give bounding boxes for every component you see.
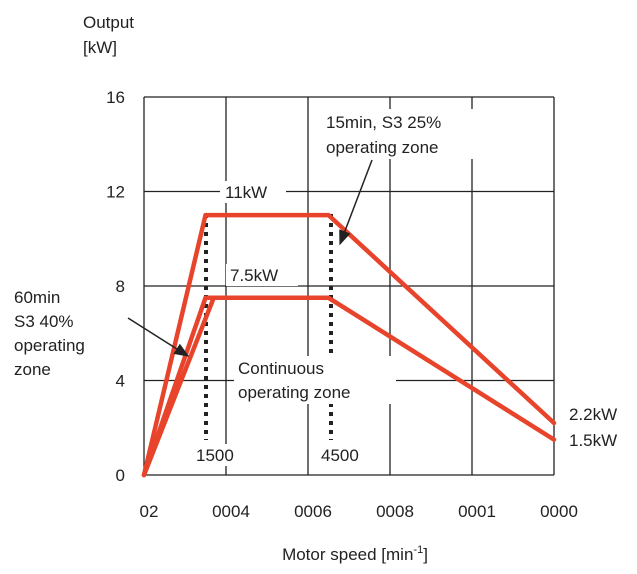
- x-tick-label: 02: [140, 502, 159, 521]
- series-line-2: [141, 295, 557, 478]
- y-tick-label: 12: [106, 183, 125, 202]
- x-tick-label: 0006: [294, 502, 332, 521]
- x-axis-title-main: Motor speed [min: [282, 545, 413, 564]
- speed-markers: [204, 214, 333, 440]
- grid: [143, 96, 555, 476]
- continuous-bg: [234, 356, 396, 404]
- zone-60min-label-4: zone: [14, 360, 51, 379]
- x-axis-title-end: ]: [423, 545, 428, 564]
- label-75kw-bg: [226, 264, 298, 286]
- x-tick-label: 0001: [458, 502, 496, 521]
- zone-60min-label-2: S3 40%: [14, 312, 74, 331]
- label-1-5kw: 1.5kW: [569, 431, 617, 450]
- series: [141, 212, 557, 478]
- continuous-label-1: Continuous: [238, 359, 324, 378]
- x-tick-label: 0000: [540, 502, 578, 521]
- label-11kw-bg: [220, 181, 286, 203]
- y-tick-label: 4: [116, 372, 125, 391]
- y-tick-label: 8: [116, 277, 125, 296]
- y-tick-labels: 0 4 8 12 16: [106, 88, 125, 485]
- series-line-3: [141, 295, 216, 478]
- y-tick-label: 16: [106, 88, 125, 107]
- zone-60min-arrow: [127, 317, 190, 357]
- series-line-1: [141, 212, 557, 478]
- zone-60min-label-1: 60min: [14, 288, 60, 307]
- x-tick-label: 0008: [376, 502, 414, 521]
- zone-60min-label-3: operating: [14, 336, 85, 355]
- continuous-label-2: operating zone: [238, 383, 350, 402]
- label-75kw: 7.5kW: [230, 266, 278, 285]
- zone-15min-arrow: [339, 159, 373, 246]
- y-tick-label: 0: [116, 466, 125, 485]
- x-tick-labels: 02 0004 0006 0008 0001 0000: [140, 502, 578, 521]
- x-axis-title: Motor speed [min-1]: [282, 544, 428, 564]
- y-axis-title-1: Output: [83, 13, 134, 32]
- label-4500-bg: [317, 444, 367, 466]
- zone-15min-bg: [322, 109, 486, 159]
- label-11kw: 11kW: [225, 183, 267, 202]
- label-2-2kw: 2.2kW: [569, 405, 617, 424]
- y-axis-title-2: [kW]: [83, 38, 117, 57]
- label-1500: 1500: [196, 446, 234, 465]
- zone-15min-label-2: operating zone: [326, 138, 438, 157]
- x-axis-title-sup: -1: [413, 544, 423, 556]
- label-1500-bg: [192, 444, 240, 466]
- zone-15min-label-1: 15min, S3 25%: [326, 113, 441, 132]
- label-4500: 4500: [321, 446, 359, 465]
- x-tick-label: 0004: [212, 502, 250, 521]
